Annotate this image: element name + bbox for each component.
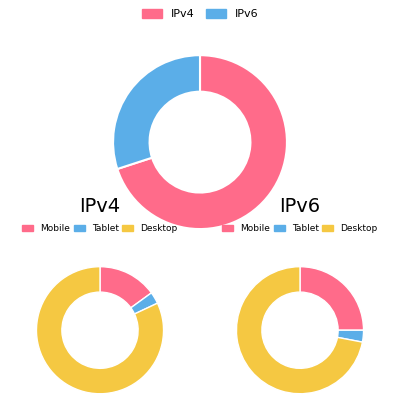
Wedge shape xyxy=(300,267,364,330)
Wedge shape xyxy=(131,293,158,314)
Legend: Mobile, Tablet, Desktop: Mobile, Tablet, Desktop xyxy=(219,220,381,237)
Wedge shape xyxy=(113,55,200,169)
Wedge shape xyxy=(36,267,164,394)
Legend: Mobile, Tablet, Desktop: Mobile, Tablet, Desktop xyxy=(19,220,181,237)
Legend: IPv4, IPv6: IPv4, IPv6 xyxy=(138,4,262,23)
Wedge shape xyxy=(100,267,152,308)
Wedge shape xyxy=(338,330,364,342)
Wedge shape xyxy=(117,55,287,229)
Title: IPv6: IPv6 xyxy=(280,197,320,216)
Wedge shape xyxy=(236,267,362,394)
Title: IPv4: IPv4 xyxy=(80,197,120,216)
